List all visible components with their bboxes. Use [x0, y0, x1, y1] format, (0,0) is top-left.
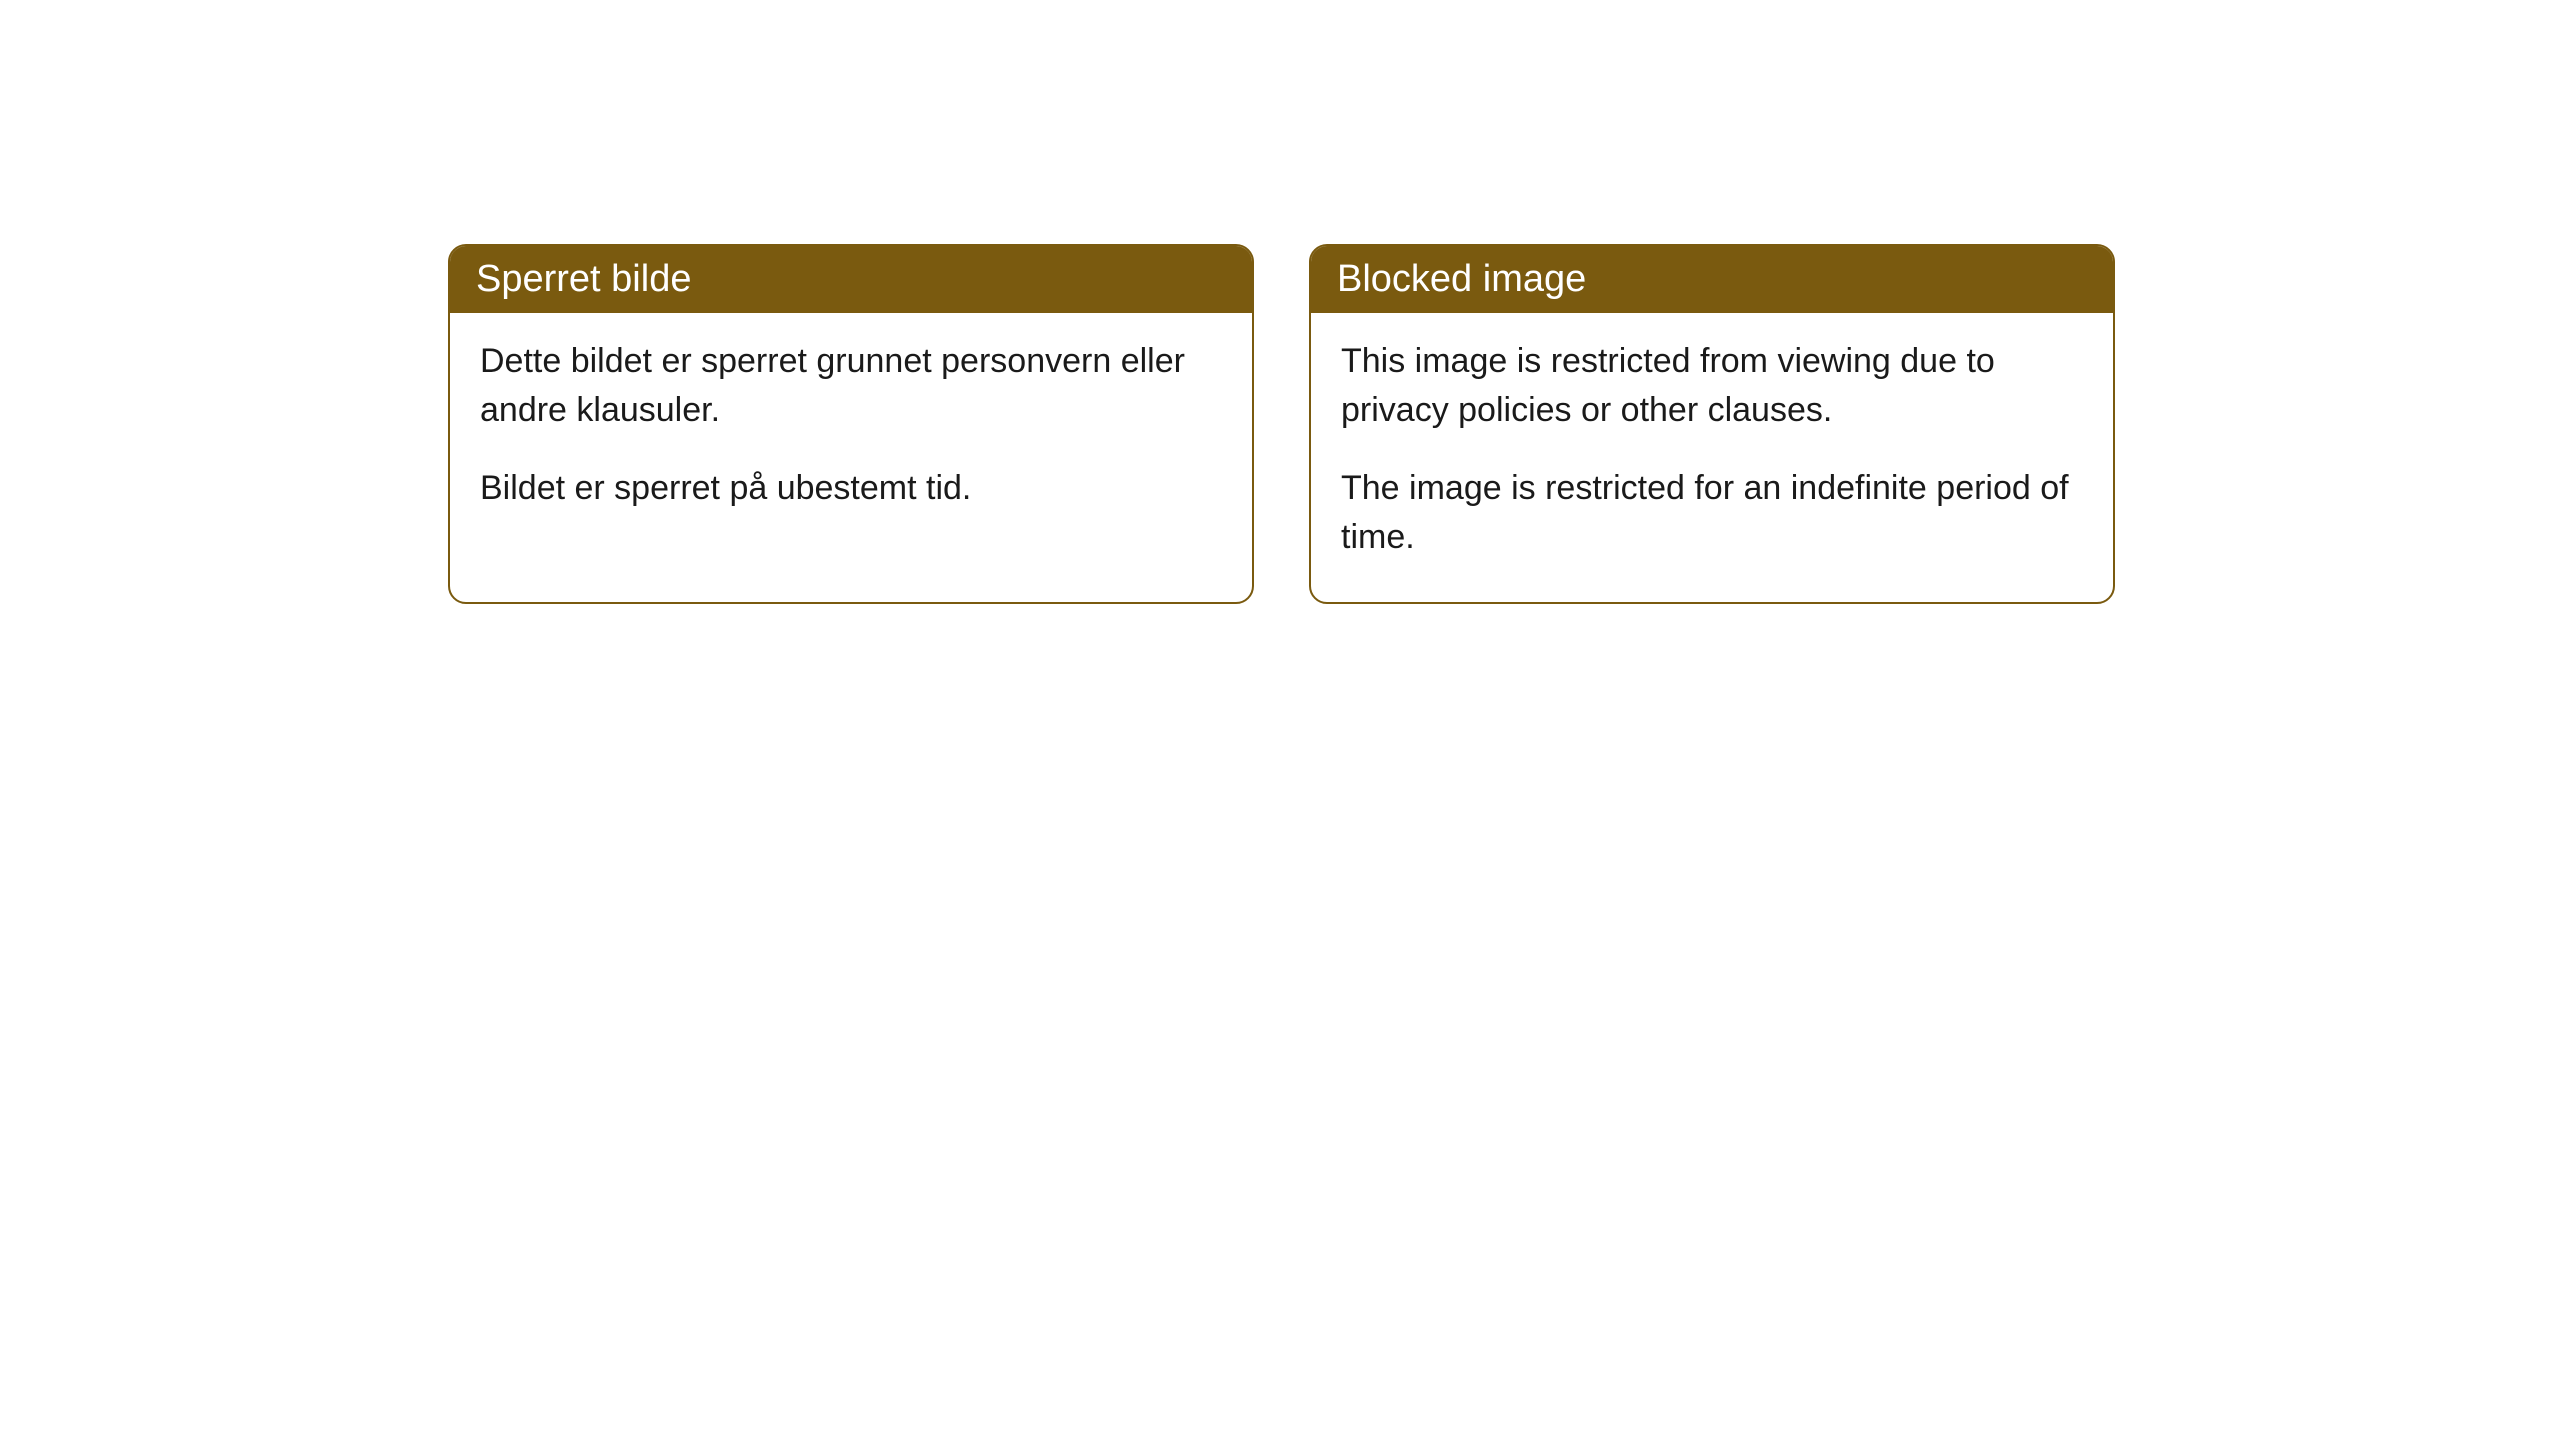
card-body: Dette bildet er sperret grunnet personve… [450, 313, 1252, 553]
notice-card-english: Blocked image This image is restricted f… [1309, 244, 2115, 604]
notice-card-norwegian: Sperret bilde Dette bildet er sperret gr… [448, 244, 1254, 604]
card-paragraph: This image is restricted from viewing du… [1341, 337, 2083, 436]
card-paragraph: Dette bildet er sperret grunnet personve… [480, 337, 1222, 436]
card-paragraph: Bildet er sperret på ubestemt tid. [480, 464, 1222, 513]
card-title: Blocked image [1337, 258, 1586, 300]
card-body: This image is restricted from viewing du… [1311, 313, 2113, 602]
card-header: Sperret bilde [450, 246, 1252, 313]
card-title: Sperret bilde [476, 258, 691, 300]
card-paragraph: The image is restricted for an indefinit… [1341, 464, 2083, 563]
card-header: Blocked image [1311, 246, 2113, 313]
notice-cards-container: Sperret bilde Dette bildet er sperret gr… [448, 244, 2115, 604]
